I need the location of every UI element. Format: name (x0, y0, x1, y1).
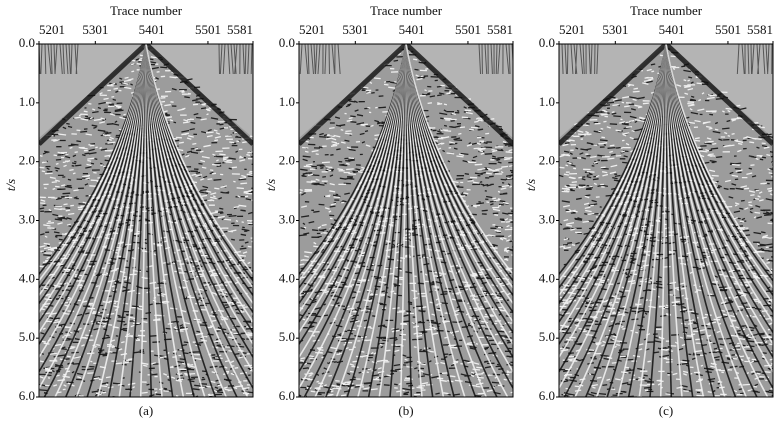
x-axis-label: Trace number (110, 3, 183, 18)
x-tick-label: 5501 (455, 22, 481, 37)
x-tick-label: 5581 (487, 22, 513, 37)
y-tick-label: 3.0 (19, 211, 35, 226)
y-tick-label: 4.0 (19, 270, 35, 285)
x-tick-label: 5581 (227, 22, 253, 37)
x-tick-label: 5501 (195, 22, 221, 37)
y-tick-label: 6.0 (19, 388, 35, 403)
first-arrival (39, 44, 253, 146)
y-tick-label: 4.0 (279, 270, 295, 285)
y-tick-label: 1.0 (279, 94, 295, 109)
caption: (b) (398, 403, 413, 418)
muted-zone (299, 44, 513, 138)
noise (39, 45, 253, 397)
x-tick-label: 5401 (139, 22, 165, 37)
x-tick-label: 5201 (559, 22, 585, 37)
caption: (a) (139, 403, 153, 418)
noise-patch (559, 44, 773, 75)
muted-zone (39, 44, 253, 138)
event (405, 44, 513, 276)
y-tick-label: 4.0 (539, 270, 555, 285)
y-tick-label: 2.0 (539, 153, 555, 168)
y-tick-label: 5.0 (539, 329, 555, 344)
x-tick-label: 5201 (299, 22, 325, 37)
y-axis-label: t/s (3, 179, 18, 191)
y-axis-label: t/s (523, 179, 538, 191)
seismic-image (39, 44, 253, 397)
first-arrival (299, 44, 513, 146)
x-tick-label: 5301 (342, 22, 368, 37)
y-tick-label: 1.0 (19, 94, 35, 109)
y-tick-label: 5.0 (279, 329, 295, 344)
event (145, 44, 253, 276)
y-axis-label: t/s (263, 179, 278, 191)
y-tick-label: 6.0 (279, 388, 295, 403)
y-tick-label: 2.0 (279, 153, 295, 168)
x-tick-label: 5401 (659, 22, 685, 37)
noise-patch (299, 44, 513, 75)
y-tick-label: 5.0 (19, 329, 35, 344)
event (665, 44, 773, 276)
y-tick-label: 0.0 (539, 35, 555, 50)
x-tick-label: 5201 (39, 22, 65, 37)
x-axis-label: Trace number (630, 3, 703, 18)
y-tick-label: 2.0 (19, 153, 35, 168)
x-tick-label: 5301 (82, 22, 108, 37)
caption: (c) (659, 403, 673, 418)
y-tick-label: 0.0 (19, 35, 35, 50)
x-tick-label: 5581 (747, 22, 773, 37)
x-tick-label: 5501 (715, 22, 741, 37)
y-tick-label: 1.0 (539, 94, 555, 109)
y-tick-label: 3.0 (279, 211, 295, 226)
first-arrival (559, 44, 773, 146)
y-tick-label: 6.0 (539, 388, 555, 403)
x-tick-label: 5401 (399, 22, 425, 37)
x-tick-label: 5301 (602, 22, 628, 37)
muted-zone (559, 44, 773, 138)
seismic-image (299, 44, 513, 397)
y-tick-label: 3.0 (539, 211, 555, 226)
seismic-image (559, 44, 773, 397)
y-tick-label: 0.0 (279, 35, 295, 50)
x-axis-label: Trace number (370, 3, 443, 18)
